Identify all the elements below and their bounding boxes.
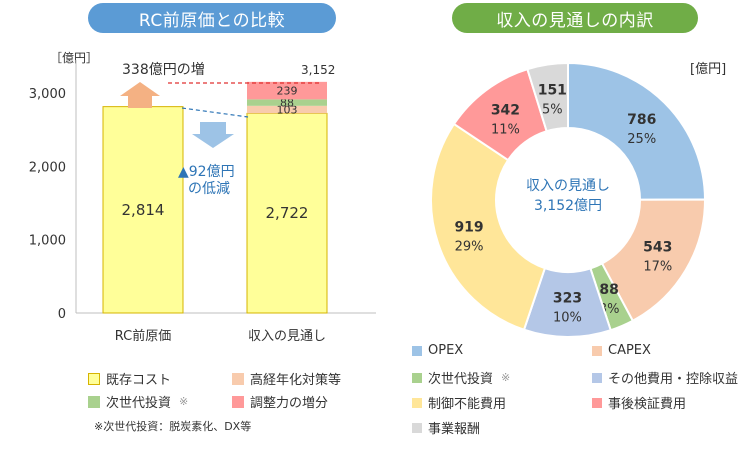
bar-legend-item: 高経年化対策等 (232, 369, 341, 388)
bar-data-label: 103 (277, 104, 298, 117)
legend-label: 高経年化対策等 (250, 373, 342, 388)
decrease-label-line2: の低減 (188, 180, 230, 197)
legend-swatch (592, 397, 602, 408)
legend-label: 事業報酬 (428, 422, 481, 437)
donut-center-line1: 収入の見通し (526, 178, 610, 194)
donut-legend-item: 事業報酬 (412, 418, 480, 437)
donut-value-label: 151 (538, 83, 567, 99)
donut-legend-item: その他費用・控除収益 (592, 368, 738, 387)
legend-label: CAPEX (608, 343, 651, 358)
donut-value-label: 786 (627, 112, 656, 128)
bar-unit-label: ［億円］ (50, 51, 98, 65)
bar-data-label: 239 (277, 85, 298, 98)
legend-swatch (412, 345, 422, 356)
bar-segment (247, 105, 327, 114)
donut-legend-item: 制御不能費用 (412, 393, 506, 412)
bar-legend-item: 既存コスト (88, 369, 171, 388)
donut-legend-item: OPEX (412, 343, 463, 358)
decrease-arrow (192, 122, 234, 148)
legend-label: その他費用・控除収益 (608, 372, 739, 387)
legend-note: ※ (501, 371, 511, 384)
y-tick-label: 3,000 (29, 87, 66, 102)
bar-data-label: 2,722 (266, 204, 309, 222)
legend-swatch (412, 397, 422, 408)
increase-arrow (120, 82, 160, 108)
legend-label: 次世代投資 (428, 372, 494, 387)
legend-swatch (232, 395, 244, 408)
legend-swatch (232, 372, 244, 385)
donut-legend-item: 次世代投資 ※ (412, 368, 510, 387)
donut-center-line2: 3,152億円 (534, 198, 602, 214)
donut-value-label: 342 (491, 102, 520, 118)
legend-note: ※ (179, 395, 189, 408)
legend-swatch (412, 422, 422, 433)
y-tick-label: 0 (58, 307, 66, 322)
donut-pct-label: 17% (643, 259, 672, 274)
bar-data-label: 2,814 (122, 201, 165, 219)
donut-slice (526, 61, 569, 133)
donut-pct-label: 25% (627, 132, 656, 147)
legend-swatch (88, 372, 100, 385)
donut-pct-label: 10% (553, 310, 582, 325)
bar-legend-item: 次世代投資 ※ (88, 392, 188, 411)
donut-legend-item: CAPEX (592, 343, 651, 358)
legend-swatch (592, 372, 602, 383)
donut-pct-label: 11% (491, 122, 520, 137)
total-label: 3,152 (301, 63, 335, 77)
x-tick-label: RC前原価 (115, 328, 171, 344)
bar-segment (102, 106, 184, 314)
legend-swatch (88, 395, 100, 408)
y-tick-label: 1,000 (29, 234, 66, 249)
y-tick-label: 2,000 (29, 160, 66, 175)
legend-label: 次世代投資 (106, 396, 172, 411)
x-tick-label: 収入の見通し (248, 329, 326, 344)
legend-swatch (592, 345, 602, 356)
increase-label: 338億円の増 (122, 62, 205, 78)
decrease-label-line1: ▲92億円 (178, 164, 235, 180)
donut-value-label: 88 (599, 282, 618, 298)
donut-value-label: 543 (643, 239, 672, 255)
legend-label: 制御不能費用 (428, 397, 507, 412)
donut-pct-label: 5% (542, 103, 563, 118)
bar-data-label: 88 (280, 97, 294, 110)
left-chart-title: RC前原価との比較 (88, 3, 336, 33)
bar-segment (246, 112, 328, 314)
donut-pct-label: 29% (455, 240, 484, 255)
bar-segment (247, 99, 327, 106)
legend-label: 調整力の増分 (250, 396, 329, 411)
donut-value-label: 323 (553, 290, 582, 306)
legend-label: 事後検証費用 (608, 397, 687, 412)
donut-value-label: 919 (454, 220, 483, 236)
right-chart-title: 収入の見通しの内訳 (452, 3, 698, 33)
legend-label: 既存コスト (106, 373, 172, 388)
bar-legend-item: 調整力の増分 (232, 392, 328, 411)
footnote: ※次世代投資：脱炭素化、DX等 (94, 420, 252, 433)
donut-slice (567, 61, 707, 201)
legend-swatch (412, 372, 422, 383)
legend-label: OPEX (428, 343, 464, 358)
donut-slice (430, 122, 547, 332)
donut-unit-label: [億円] (690, 61, 726, 77)
bar-segment (247, 81, 327, 100)
donut-legend-item: 事後検証費用 (592, 393, 686, 412)
